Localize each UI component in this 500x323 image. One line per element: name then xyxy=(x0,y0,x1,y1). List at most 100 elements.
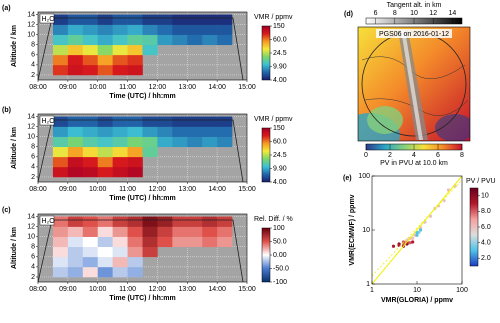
heatmap-cell xyxy=(157,236,173,248)
heatmap-cell xyxy=(127,156,143,168)
heatmap-cell xyxy=(127,256,143,268)
colorbar-tick-label: 6 xyxy=(436,152,440,159)
heatmap-cell xyxy=(127,116,143,127)
x-tick-label: 15:00 xyxy=(238,84,256,91)
map-frame xyxy=(357,26,471,142)
heatmap-cell xyxy=(97,24,113,35)
y-tick-label: 8 xyxy=(31,42,35,49)
heatmap-cell xyxy=(97,14,113,25)
heatmap-cell xyxy=(97,136,113,148)
annotation: H₂O xyxy=(42,118,56,125)
y-tick-label: 2 xyxy=(31,72,35,79)
panel-label: (d) xyxy=(344,11,353,18)
y-tick-label: 4 xyxy=(31,164,35,171)
heatmap-cell xyxy=(97,236,113,248)
y-tick-label: 2 xyxy=(31,174,35,181)
y-tick-label: 14 xyxy=(27,11,35,18)
x-tick-label: 100 xyxy=(456,287,468,294)
heatmap-cell xyxy=(67,256,84,268)
point xyxy=(391,244,396,248)
point xyxy=(411,236,415,240)
heatmap-cell xyxy=(52,246,69,258)
x-tick-label: 1 xyxy=(370,287,374,294)
heatmap-cell xyxy=(142,226,158,237)
x-tick-label: 12:00 xyxy=(149,186,167,193)
heatmap-cell xyxy=(217,116,233,127)
heatmap-cell xyxy=(127,126,143,137)
heatmap-cell xyxy=(127,64,143,76)
heatmap-cell xyxy=(67,146,84,158)
map-mid-pv xyxy=(367,106,403,134)
heatmap-cell xyxy=(127,24,143,35)
heatmap-cell xyxy=(157,14,173,25)
heatmap-cell xyxy=(67,14,84,25)
heatmap-cell xyxy=(112,14,128,25)
colorbar-tick-label: 9.90 xyxy=(273,63,287,70)
annotation-box xyxy=(39,215,55,226)
heatmap-cell xyxy=(112,24,128,35)
heatmap-cell xyxy=(172,216,188,227)
heatmap-cell xyxy=(97,44,113,56)
heatmap-cell xyxy=(187,24,203,35)
heatmap-cell xyxy=(127,266,143,278)
heatmap-cell xyxy=(187,116,203,127)
y-tick-label: 6 xyxy=(31,52,35,59)
y-tick-label: 12 xyxy=(27,223,35,230)
x-tick-label: 13:00 xyxy=(179,84,197,91)
x-axis-title: VMR(GLORIA) / ppmv xyxy=(381,297,453,304)
flight-altitude xyxy=(37,17,244,81)
colorbar-tick-label: 4.00 xyxy=(273,77,287,84)
heatmap-cell xyxy=(112,266,128,278)
y-tick-label: 14 xyxy=(27,213,35,220)
heatmap-cell xyxy=(82,266,99,278)
x-axis-title: Time (UTC) / hh:mm xyxy=(109,195,175,202)
heatmap-cell xyxy=(97,146,113,158)
heatmap-cell xyxy=(82,236,99,248)
heatmap-cell xyxy=(142,24,158,35)
heatmap-cell xyxy=(202,14,218,25)
x-tick-label: 09:00 xyxy=(59,286,77,293)
heatmap-cell xyxy=(67,266,84,278)
heatmap-cell xyxy=(67,44,84,56)
heatmap-cell xyxy=(142,236,158,248)
heatmap-cell xyxy=(82,136,99,148)
heatmap-cell xyxy=(127,166,143,178)
colorbar-tick-label: 8 xyxy=(460,152,464,159)
heatmap-cell xyxy=(127,34,143,46)
y-axis-title: Altitude / km xyxy=(11,127,18,169)
x-tick-label: 10:00 xyxy=(89,186,107,193)
heatmap-cell xyxy=(142,14,158,25)
x-tick-label: 15:00 xyxy=(238,286,256,293)
heatmap-cell xyxy=(97,126,113,137)
heatmap-cell xyxy=(217,126,233,137)
heatmap-cell xyxy=(82,54,99,66)
colorbar xyxy=(469,187,479,267)
plot-frame xyxy=(37,113,248,183)
heatmap-cell xyxy=(52,44,69,56)
colorbar-tick-label: 0 xyxy=(364,152,368,159)
colorbar-tick-label: 50.0 xyxy=(273,238,287,245)
heatmap-cell xyxy=(52,126,69,137)
y-axis-title: Altitude / km xyxy=(11,227,18,269)
annotation-box xyxy=(39,13,55,24)
heatmap-cell xyxy=(127,246,143,258)
heatmap-cell xyxy=(112,156,128,168)
heatmap-cell xyxy=(112,146,128,158)
colorbar-tick-label: 24.5 xyxy=(273,50,287,57)
heatmap-cell xyxy=(67,246,84,258)
heatmap-cell xyxy=(172,34,188,46)
heatmap-cell xyxy=(97,54,113,66)
heatmap-cell xyxy=(127,44,143,56)
heatmap-cell xyxy=(67,54,84,66)
heatmap-cell xyxy=(82,246,99,258)
heatmap-cell xyxy=(157,216,173,227)
heatmap-cell xyxy=(67,34,84,46)
heatmap-cell xyxy=(112,54,128,66)
x-tick-label: 11:00 xyxy=(119,286,136,293)
heatmap-cell xyxy=(202,236,218,248)
heatmap-cell xyxy=(202,34,218,46)
y-tick-label: 4 xyxy=(31,264,35,271)
heatmap-cell xyxy=(127,216,143,227)
heatmap-cell xyxy=(82,126,99,137)
heatmap-cell xyxy=(187,216,203,227)
